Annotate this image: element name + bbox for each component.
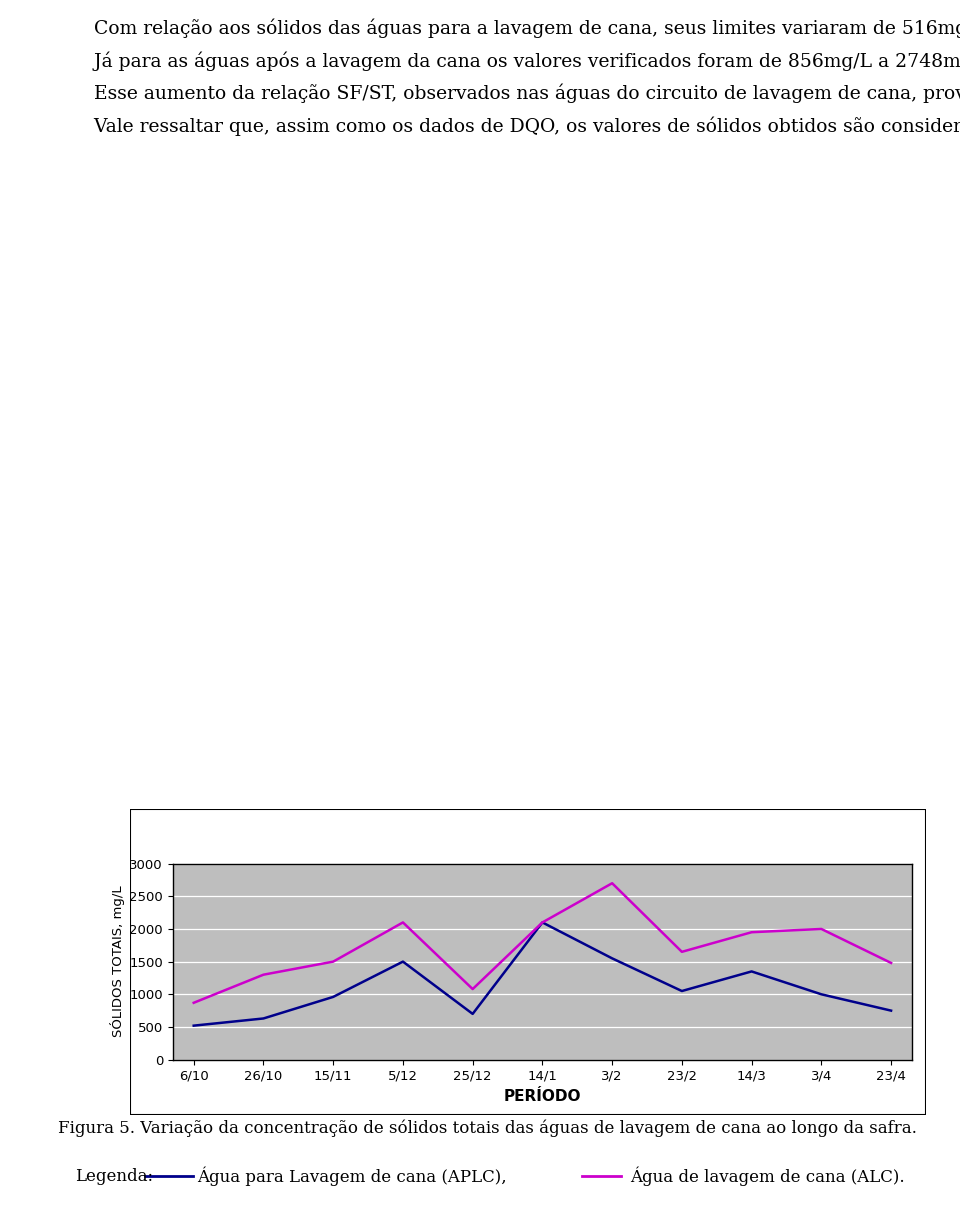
FancyBboxPatch shape	[130, 808, 926, 1115]
Text: Legenda:: Legenda:	[75, 1167, 154, 1185]
Y-axis label: SÓLIDOS TOTAIS, mg/L: SÓLIDOS TOTAIS, mg/L	[110, 886, 125, 1038]
X-axis label: PERÍODO: PERÍODO	[504, 1089, 581, 1104]
Text: Figura 5. Variação da concentração de sólidos totais das águas de lavagem de can: Figura 5. Variação da concentração de só…	[58, 1120, 917, 1137]
Text: Água de lavagem de cana (ALC).: Água de lavagem de cana (ALC).	[630, 1166, 904, 1186]
Text: Com relação aos sólidos das águas para a lavagem de cana, seus limites variaram : Com relação aos sólidos das águas para a…	[58, 18, 960, 136]
Text: Água para Lavagem de cana (APLC),: Água para Lavagem de cana (APLC),	[198, 1166, 507, 1186]
